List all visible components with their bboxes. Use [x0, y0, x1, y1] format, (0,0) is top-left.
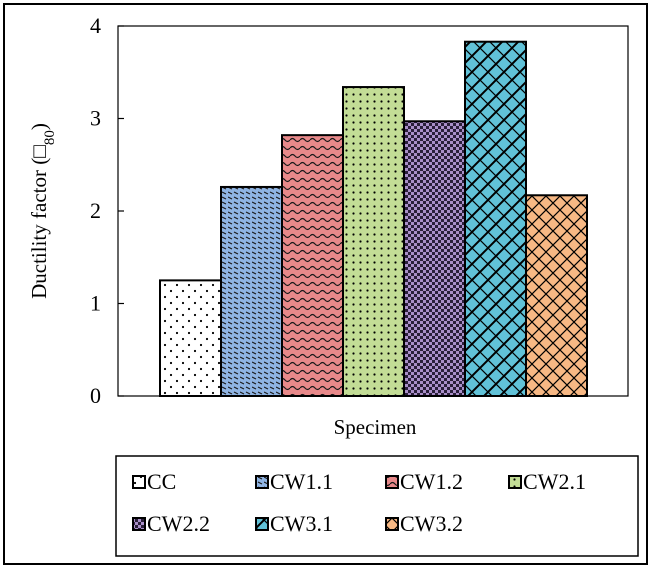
bar-group [159, 40, 588, 398]
legend-label-cw3-2: CW3.2 [400, 511, 463, 536]
legend-items: CC CW1.1 CW1.2 CW2.1 CW2.2 CW3.1 CW3.2 [132, 469, 586, 536]
bar-cw2-2 [403, 120, 466, 398]
legend-label-cw3-1: CW3.1 [270, 511, 333, 536]
y-tick-label: 4 [90, 13, 101, 38]
legend-swatch-cc [132, 475, 146, 489]
y-axis: 0 1 2 3 4 [90, 13, 124, 408]
legend-swatch-cw3-1 [255, 517, 269, 531]
legend-swatch-cw1-1 [255, 475, 269, 489]
legend [115, 455, 639, 557]
legend-swatch-cw1-2 [385, 475, 399, 489]
legend-swatch-cw3-2 [385, 517, 399, 531]
bar-cw1-2 [281, 134, 344, 397]
y-axis-title-subscript: 80 [42, 130, 58, 145]
legend-label-cw2-2: CW2.2 [147, 511, 210, 536]
y-tick-label: 0 [90, 383, 101, 408]
bar-cw3-2 [525, 194, 588, 397]
legend-label-cw1-2: CW1.2 [400, 469, 463, 494]
y-axis-title: Ductility factor (□80) [27, 123, 58, 299]
bar-cw2-1 [342, 86, 405, 398]
bar-cw1-1 [220, 185, 283, 397]
legend-label-cw1-1: CW1.1 [270, 469, 333, 494]
y-axis-title-main: Ductility factor (□ [27, 145, 51, 299]
legend-label-cc: CC [147, 469, 176, 494]
y-tick-label: 2 [90, 198, 101, 223]
bar-cc [159, 279, 222, 397]
y-tick-label: 3 [90, 106, 101, 131]
legend-label-cw2-1: CW2.1 [523, 469, 586, 494]
legend-swatch-cw2-1 [508, 475, 522, 489]
x-axis-title: Specimen [334, 415, 417, 439]
legend-swatch-cw2-2 [132, 517, 146, 531]
y-axis-title-close: ) [27, 123, 51, 130]
y-tick-label: 1 [90, 291, 101, 316]
bar-cw3-1 [464, 40, 527, 397]
